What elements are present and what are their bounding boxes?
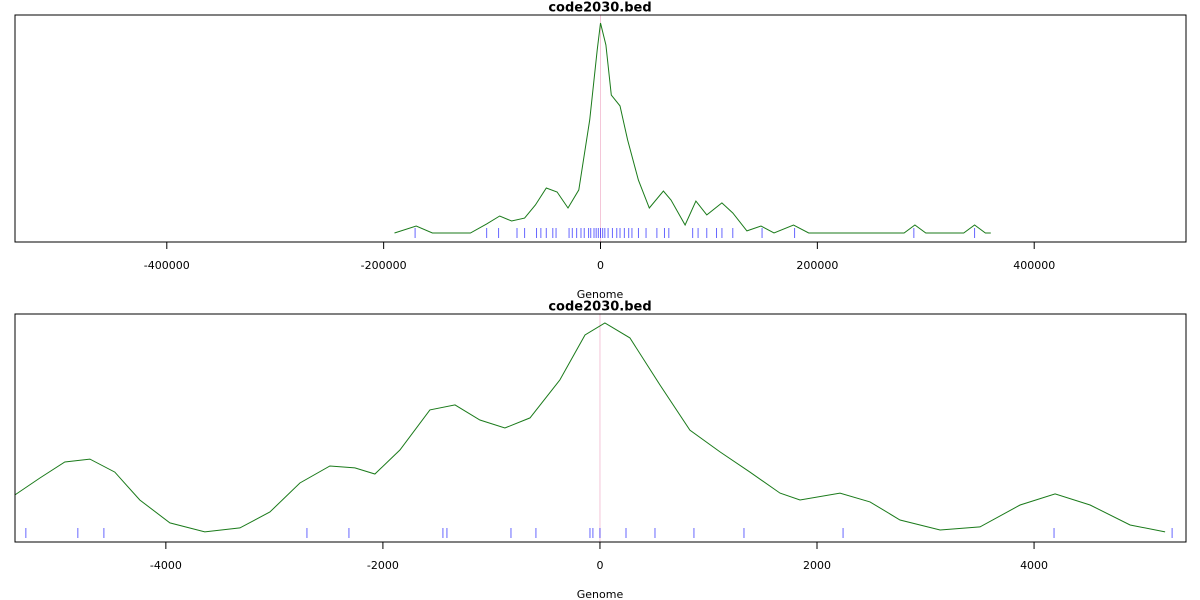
- density-line: [394, 22, 991, 234]
- x-tick-label: -400000: [144, 259, 190, 272]
- x-tick-label: 4000: [1020, 559, 1048, 572]
- x-tick-label: -200000: [361, 259, 407, 272]
- x-axis-label: Genome: [577, 288, 624, 301]
- x-tick-label: 0: [597, 259, 604, 272]
- x-tick-label: 0: [596, 559, 603, 572]
- x-tick-label: 400000: [1013, 259, 1055, 272]
- x-tick-label: 2000: [803, 559, 831, 572]
- x-tick-label: 200000: [796, 259, 838, 272]
- chart-title: code2030.bed: [548, 1, 651, 16]
- x-tick-label: -2000: [367, 559, 399, 572]
- x-axis-label: Genome: [577, 588, 624, 600]
- density-line: [14, 322, 1166, 533]
- plot-frame: [14, 313, 1187, 543]
- x-tick-label: -4000: [150, 559, 182, 572]
- chart-title: code2030.bed: [548, 300, 651, 315]
